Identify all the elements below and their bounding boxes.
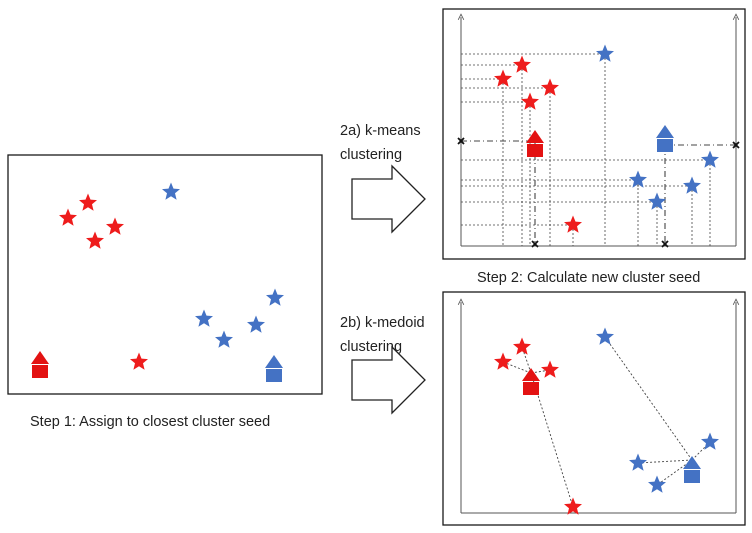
kmeans-transition: 2a) k-means clustering	[340, 123, 425, 232]
right-arrow-icon	[352, 166, 425, 232]
kmeans-panel: Step 2: Calculate new cluster seed	[443, 9, 745, 286]
kmedoid-transition: 2b) k-medoid clustering	[340, 315, 425, 413]
step1-caption: Step 1: Assign to closest cluster seed	[30, 414, 270, 430]
kmeans-label-line2: clustering	[340, 147, 402, 163]
kmedoid-label-line1: 2b) k-medoid	[340, 315, 425, 331]
kmedoid-panel	[443, 292, 745, 525]
step2-caption: Step 2: Calculate new cluster seed	[477, 270, 700, 286]
kmeans-frame	[443, 9, 745, 259]
step1-panel: Step 1: Assign to closest cluster seed	[8, 155, 322, 430]
kmeans-label-line1: 2a) k-means	[340, 123, 421, 139]
kmedoid-frame	[443, 292, 745, 525]
right-arrow-icon	[352, 347, 425, 413]
